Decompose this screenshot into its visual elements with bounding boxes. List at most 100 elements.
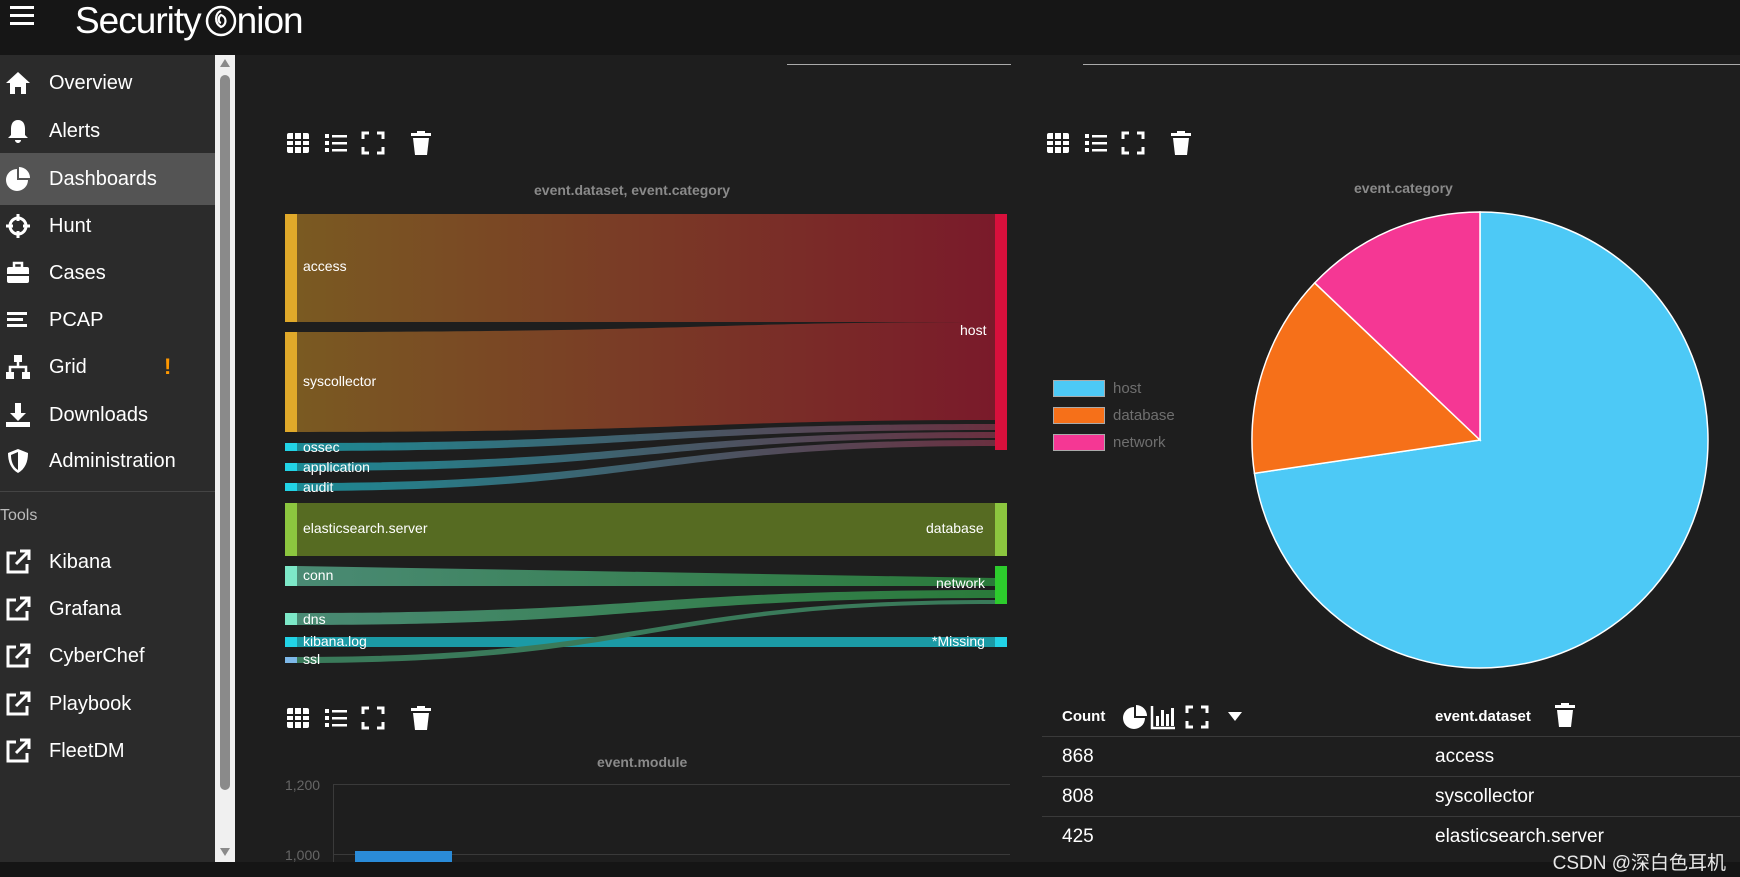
cell-value[interactable]: syscollector [1435,786,1535,807]
sankey-label-access: access [303,258,347,274]
table-icon[interactable] [285,130,311,156]
brand-logo[interactable]: Security nion [75,0,304,42]
sidebar-item-cases[interactable]: Cases [0,247,215,299]
sidebar-item-alerts[interactable]: Alerts [0,105,215,157]
external-link-icon [6,596,31,621]
y-tick-label: 1,200 [285,777,321,793]
sankey-node-syscollector [285,332,297,432]
list-icon[interactable] [323,705,349,731]
cell-count: 425 [1062,826,1094,847]
sidebar-item-cyberchef[interactable]: CyberChef [0,630,215,682]
sort-down-icon[interactable] [1228,712,1242,722]
sidebar-item-fleetdm[interactable]: FleetDM [0,725,215,777]
sidebar-item-downloads[interactable]: Downloads [0,389,215,441]
table-icon[interactable] [1045,130,1071,156]
sankey-link-elasticsearch-database [297,503,995,556]
sidebar-item-dashboards[interactable]: Dashboards [0,153,215,205]
legend-item-host[interactable]: host [1053,380,1141,397]
sankey-link-access-host [297,214,995,322]
legend-label: database [1113,407,1175,424]
bottom-strip [0,862,1740,877]
external-link-icon [6,738,31,763]
pie-slice-host[interactable] [1253,211,1709,669]
table-row[interactable]: 868 access [1042,736,1740,776]
sankey-node-missing [995,637,1007,647]
cell-value[interactable]: elasticsearch.server [1435,826,1604,847]
home-icon [6,72,30,94]
table-icon[interactable] [285,705,311,731]
list-icon[interactable] [323,130,349,156]
bar[interactable] [355,851,452,862]
expand-icon[interactable] [1184,704,1210,730]
sidebar-item-label: Playbook [49,692,132,715]
list-icon[interactable] [1083,130,1109,156]
trash-icon[interactable] [1552,702,1578,728]
sankey-node-application [285,463,297,471]
cell-count: 808 [1062,786,1094,807]
sidebar-item-playbook[interactable]: Playbook [0,678,215,730]
sidebar-item-label: Grafana [49,597,122,620]
sankey-label-kibana-log: kibana.log [303,633,367,649]
column-header-count[interactable]: Count [1062,708,1106,725]
sidebar-item-label: Cases [49,261,106,284]
lines-icon [7,312,27,327]
crosshairs-icon [6,214,30,238]
expand-icon[interactable] [360,130,386,156]
pie-slice-database[interactable] [1251,281,1482,475]
sankey-label-syscollector: syscollector [303,373,377,389]
cell-value[interactable]: access [1435,746,1495,767]
sidebar-item-grid[interactable]: Grid ! [0,341,215,393]
legend-item-network[interactable]: network [1053,434,1166,451]
separator-line [1083,64,1740,65]
sankey-link-audit-host [297,440,995,491]
sankey-label-ssl: ssl [303,651,321,667]
menu-icon[interactable] [10,6,34,26]
sankey-node-elasticsearch [285,503,297,556]
sankey-label-dns: dns [303,611,326,627]
sidebar-item-label: Administration [49,449,176,472]
sankey-node-dns [285,613,297,625]
trash-icon[interactable] [408,130,434,156]
sidebar-item-hunt[interactable]: Hunt [0,200,215,252]
sidebar-item-label: PCAP [49,308,104,331]
bell-icon [8,120,28,143]
trash-icon[interactable] [408,705,434,731]
scrollbar-thumb[interactable] [220,75,230,790]
sankey-node-database [995,503,1007,556]
legend-item-database[interactable]: database [1053,407,1175,424]
sankey-label-database: database [926,520,984,536]
sankey-label-network: network [936,575,986,591]
bar-chart-icon[interactable] [1150,704,1176,730]
scroll-down-arrow-icon[interactable] [220,848,230,856]
sidebar-item-overview[interactable]: Overview [0,57,215,109]
sidebar-scrollbar[interactable] [215,55,235,862]
trash-icon[interactable] [1168,130,1194,156]
pie-chart-icon[interactable] [1122,704,1148,730]
y-axis-line [333,784,334,862]
sidebar-item-label: Hunt [49,214,92,237]
briefcase-icon [7,261,29,283]
column-header-event-dataset[interactable]: event.dataset [1435,708,1531,725]
shield-icon [8,449,28,473]
scroll-up-arrow-icon[interactable] [220,59,230,67]
sankey-label-audit: audit [303,479,334,495]
sidebar-item-administration[interactable]: Administration [0,435,215,487]
pie-slice-network[interactable] [1313,211,1481,442]
sankey-link-conn-network [297,566,995,586]
sidebar-item-grafana[interactable]: Grafana [0,583,215,635]
expand-icon[interactable] [360,705,386,731]
external-link-icon [6,549,31,574]
sankey-node-ssl [285,657,297,663]
pie-title: event.category [1354,180,1453,196]
expand-icon[interactable] [1120,130,1146,156]
table-row[interactable]: 425 elasticsearch.server [1042,816,1740,856]
cell-count: 868 [1062,746,1094,767]
sankey-title: event.dataset, event.category [534,182,731,198]
sidebar-item-pcap[interactable]: PCAP [0,294,215,346]
sidebar-item-label: Grid [49,355,87,378]
sankey-link-application-host [297,432,995,471]
watermark-text: CSDN @深白色耳机 [1552,853,1726,874]
sankey-node-conn [285,566,297,586]
sidebar-item-kibana[interactable]: Kibana [0,536,215,588]
table-row[interactable]: 808 syscollector [1042,776,1740,816]
